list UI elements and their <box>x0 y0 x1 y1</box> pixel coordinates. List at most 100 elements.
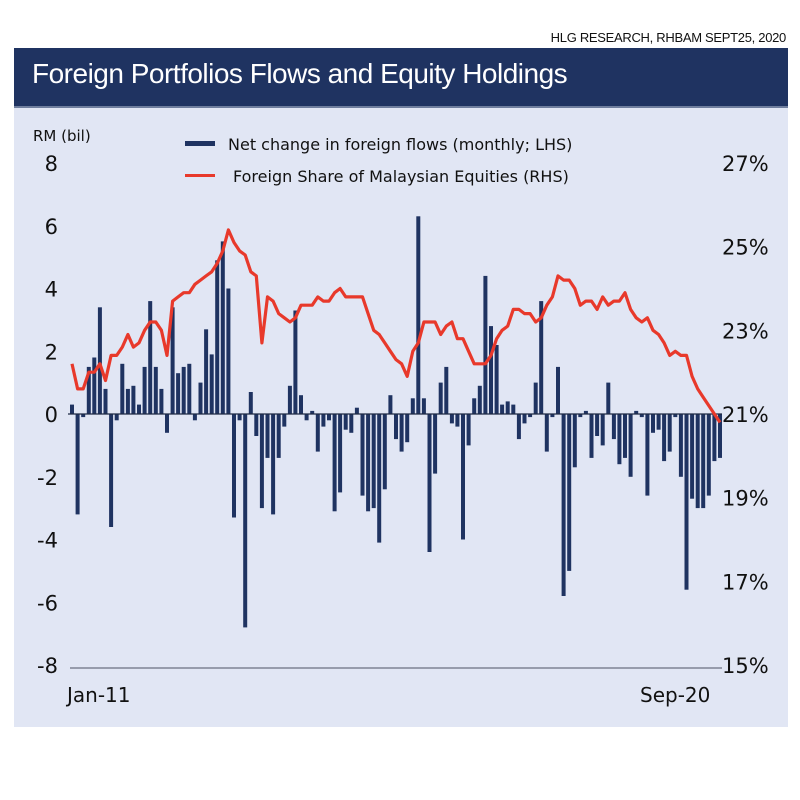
flow-bar <box>215 260 220 414</box>
flow-bar <box>394 414 398 440</box>
y-right-tick-label: 17% <box>722 570 769 594</box>
legend-line-label: Foreign Share of Malaysian Equities (RHS… <box>233 167 569 186</box>
flow-bar <box>187 363 192 414</box>
flow-bar <box>142 366 147 414</box>
flow-bar <box>170 307 175 414</box>
flow-bar <box>70 404 74 414</box>
flow-bar <box>360 414 365 496</box>
flow-bar <box>92 357 97 414</box>
flow-bar <box>97 307 102 414</box>
y-left-tick-label: -4 <box>37 529 58 553</box>
flow-bar <box>399 414 404 452</box>
flow-bar <box>377 414 382 543</box>
flow-bar <box>667 414 672 452</box>
legend: Net change in foreign flows (monthly; LH… <box>185 135 572 186</box>
flow-bar <box>656 414 661 430</box>
flow-bar <box>539 301 544 414</box>
flow-bar <box>600 414 605 446</box>
flow-bar <box>628 414 633 477</box>
flow-bar <box>477 385 482 414</box>
flow-bar <box>109 414 114 527</box>
x-tick-end: Sep-20 <box>640 683 710 707</box>
y-left-tick-label: -8 <box>37 654 58 678</box>
flow-bar <box>153 366 158 414</box>
flow-bar <box>410 398 415 414</box>
flow-bar <box>678 414 683 477</box>
flow-bar <box>421 398 426 414</box>
flow-bar <box>343 414 348 430</box>
flow-bar <box>366 414 371 512</box>
legend-item-bars: Net change in foreign flows (monthly; LH… <box>185 135 572 154</box>
flow-bar <box>304 414 309 421</box>
flow-bar <box>198 382 203 414</box>
flow-bar <box>651 414 655 433</box>
flow-bar <box>684 414 689 590</box>
flow-bar <box>617 414 622 465</box>
y-left-tick-label: 8 <box>45 152 58 176</box>
flow-bar <box>712 414 717 462</box>
y-axis-left-label: RM (bil) <box>33 127 91 145</box>
flow-bar <box>494 345 499 414</box>
flow-bar <box>382 414 387 490</box>
y-left-tick-label: 0 <box>45 403 58 427</box>
legend-item-line: Foreign Share of Malaysian Equities (RHS… <box>185 167 569 186</box>
flow-bar <box>533 382 538 414</box>
flow-bar <box>606 382 611 414</box>
flow-bar <box>148 301 153 414</box>
flow-bar <box>438 382 443 414</box>
flow-bar <box>176 373 181 414</box>
flow-bar <box>639 414 644 418</box>
flow-bar <box>695 414 700 509</box>
flow-bar <box>449 414 454 424</box>
flow-bar <box>634 410 639 414</box>
y-axis-left-ticks: 8 6 4 2 0 -2 -4 -6 -8 <box>37 152 58 678</box>
flow-bar <box>209 354 214 414</box>
flow-bar <box>561 414 566 596</box>
legend-bar-label: Net change in foreign flows (monthly; LH… <box>228 135 572 154</box>
source-note: HLG RESEARCH, RHBAM SEPT25, 2020 <box>550 30 787 45</box>
flow-bar <box>159 388 164 414</box>
flow-bar <box>455 414 460 427</box>
flow-bar <box>528 414 533 418</box>
flow-bar <box>287 385 292 414</box>
y-axis-right-ticks: 27% 25% 23% 21% 19% 17% 15% <box>722 152 769 678</box>
flow-bar <box>137 404 141 414</box>
flow-bar <box>522 414 527 424</box>
flow-bar <box>405 414 410 443</box>
flow-bar <box>388 395 393 414</box>
flow-bar <box>86 366 91 414</box>
flow-bar <box>662 414 667 462</box>
flow-bar <box>226 288 231 414</box>
flow-bar <box>321 414 326 427</box>
flow-bar <box>81 414 86 418</box>
foreign-share-line <box>70 228 722 424</box>
flow-bar <box>315 414 320 452</box>
flow-bar <box>706 414 711 496</box>
flow-bar <box>690 414 695 499</box>
y-right-tick-label: 25% <box>722 236 769 260</box>
flow-bar <box>293 310 298 414</box>
flow-bar <box>327 414 331 421</box>
flow-bar <box>718 414 722 458</box>
flow-bar <box>282 414 287 427</box>
y-right-tick-label: 23% <box>722 319 769 343</box>
flow-bar <box>516 414 521 440</box>
flow-bar <box>276 414 281 458</box>
flow-bar <box>673 414 678 418</box>
flow-bar <box>125 388 130 414</box>
flow-bar <box>259 414 264 509</box>
flow-bar <box>500 404 505 414</box>
flow-bar <box>595 414 600 436</box>
bar-series <box>70 216 722 628</box>
flow-bar <box>550 414 555 418</box>
x-tick-start: Jan-11 <box>65 683 131 707</box>
flow-bar <box>114 414 119 421</box>
flow-bar <box>265 414 270 458</box>
title-bar: Foreign Portfolios Flows and Equity Hold… <box>14 48 788 108</box>
flow-bar <box>354 407 359 414</box>
flow-bar <box>556 366 560 414</box>
flow-bar <box>572 414 577 468</box>
flow-bar <box>349 414 354 433</box>
y-right-tick-label: 15% <box>722 654 769 678</box>
flow-bar <box>466 414 471 446</box>
